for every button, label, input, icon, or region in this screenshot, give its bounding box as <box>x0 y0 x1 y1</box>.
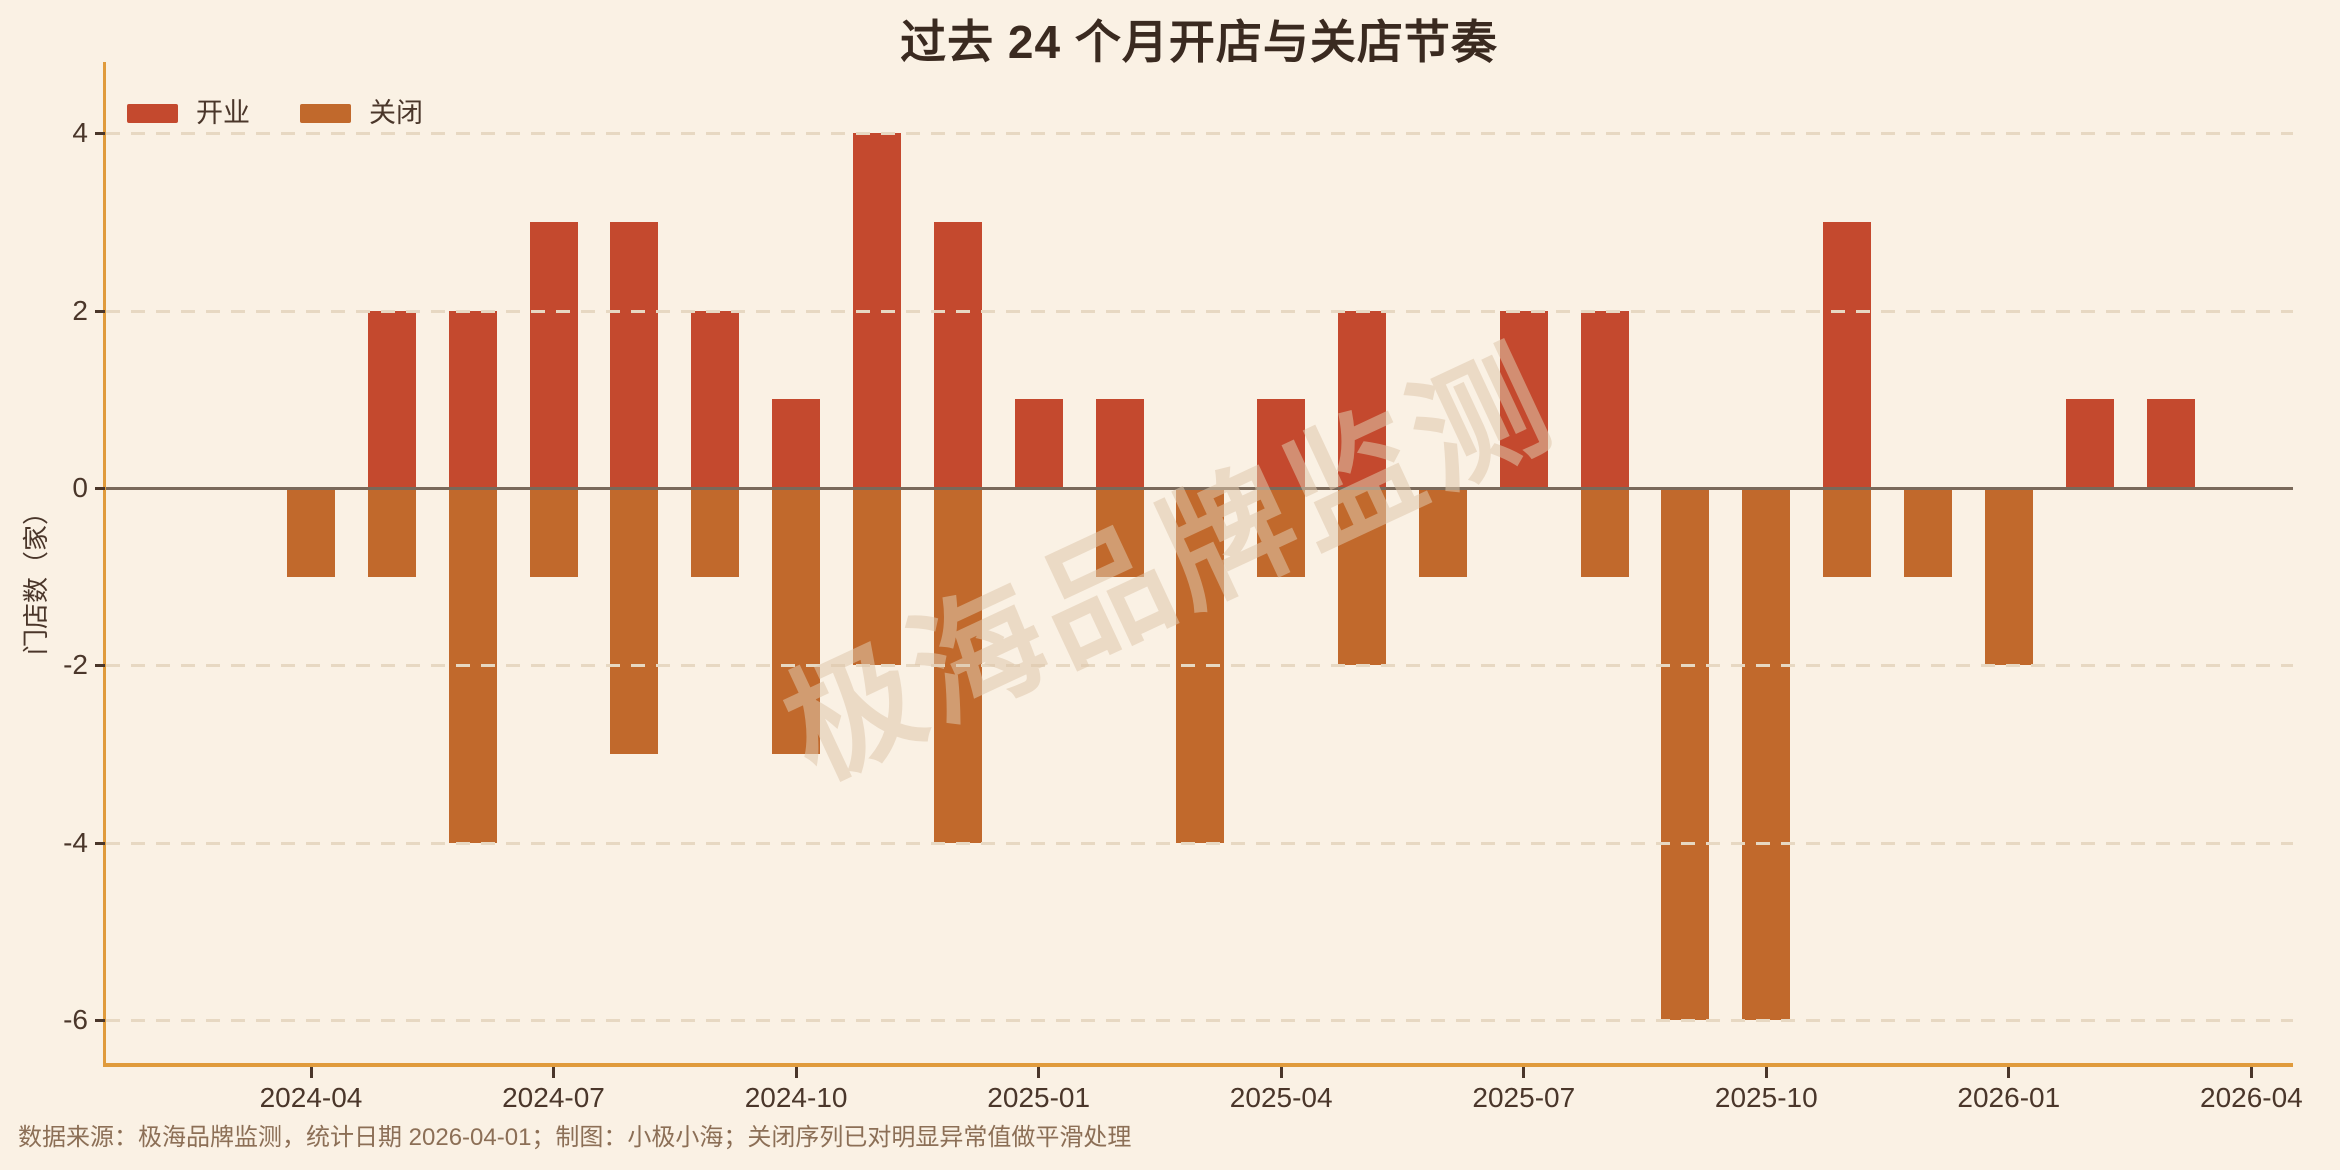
x-tick-mark <box>1764 1067 1768 1078</box>
y-tick-label: 2 <box>72 294 88 326</box>
bar-open-2026-02 <box>2065 399 2114 488</box>
x-tick-label: 2024-10 <box>744 1082 848 1113</box>
y-tick-mark <box>95 841 105 845</box>
x-tick-label: 2026-04 <box>2200 1082 2303 1113</box>
x-tick-label: 2026-01 <box>1957 1082 2061 1113</box>
bar-open-2024-12 <box>933 221 982 488</box>
legend-label-close: 关闭 <box>369 98 423 128</box>
gridline--4 <box>106 841 2293 845</box>
x-tick-label: 2025-10 <box>1714 1082 1818 1113</box>
bar-close-2025-02 <box>1095 488 1144 577</box>
x-tick-mark <box>2007 1067 2011 1078</box>
x-tick-label: 2025-01 <box>987 1082 1091 1113</box>
bar-open-2025-05 <box>1338 310 1386 488</box>
y-axis-spine <box>103 62 106 1067</box>
bar-close-2024-07 <box>529 488 578 577</box>
y-tick-label: -6 <box>63 1004 88 1036</box>
bar-open-2025-11 <box>1823 221 1872 488</box>
x-tick-mark <box>794 1067 798 1078</box>
x-tick-mark <box>1522 1067 1526 1078</box>
y-tick-label: 4 <box>72 117 88 149</box>
x-tick-mark <box>1279 1067 1283 1078</box>
y-tick-mark <box>95 487 105 490</box>
zero-line <box>106 487 2293 490</box>
footer-note: 数据来源：极海品牌监测，统计日期 2026-04-01；制图：小极小海；关闭序列… <box>18 1124 1132 1151</box>
bar-close-2025-12 <box>1904 488 1952 577</box>
bar-close-2024-08 <box>610 488 659 755</box>
x-tick-label: 2024-07 <box>502 1082 605 1113</box>
bar-open-2024-06 <box>448 310 497 488</box>
x-tick-mark <box>2249 1067 2253 1078</box>
gridline--2 <box>106 664 2293 668</box>
bar-close-2025-06 <box>1418 488 1467 577</box>
bar-close-2024-09 <box>691 488 740 577</box>
legend-label-open: 开业 <box>196 98 250 128</box>
y-tick-label: -2 <box>63 649 88 681</box>
bar-open-2024-05 <box>367 310 416 488</box>
bar-open-2025-01 <box>1014 399 1063 488</box>
y-tick-label: -4 <box>63 826 88 858</box>
y-tick-mark <box>95 1019 105 1023</box>
bar-close-2025-10 <box>1742 488 1791 1021</box>
legend-swatch-close-icon <box>300 104 351 123</box>
bar-close-2024-04 <box>287 488 335 577</box>
x-axis-spine <box>103 1063 2293 1067</box>
bar-close-2024-05 <box>367 488 416 577</box>
y-tick-mark <box>95 664 105 668</box>
bar-close-2026-01 <box>1984 488 2033 666</box>
bar-open-2024-09 <box>691 310 740 488</box>
gridline--6 <box>106 1019 2293 1023</box>
x-tick-label: 2025-07 <box>1472 1082 1576 1113</box>
legend: 开业 关闭 <box>127 100 423 127</box>
bar-close-2025-05 <box>1338 488 1386 666</box>
legend-item-open: 开业 <box>127 100 250 127</box>
bar-open-2024-07 <box>529 221 578 488</box>
bar-close-2025-08 <box>1580 488 1629 577</box>
x-tick-mark <box>1037 1067 1041 1078</box>
gridline-4 <box>106 132 2293 136</box>
bar-open-2025-07 <box>1499 310 1548 488</box>
bar-open-2024-08 <box>610 221 659 488</box>
bar-open-2025-02 <box>1095 399 1144 488</box>
bar-close-2024-11 <box>852 488 901 666</box>
bar-open-2024-10 <box>772 399 821 488</box>
bar-open-2025-04 <box>1257 399 1306 488</box>
bar-open-2026-03 <box>2146 399 2195 488</box>
bar-close-2025-11 <box>1823 488 1872 577</box>
gridline-2 <box>106 309 2293 313</box>
legend-item-close: 关闭 <box>300 100 423 127</box>
bar-close-2024-10 <box>772 488 821 755</box>
x-tick-mark <box>309 1067 313 1078</box>
x-tick-label: 2024-04 <box>259 1082 363 1113</box>
bar-close-2025-04 <box>1257 488 1306 577</box>
bar-close-2025-09 <box>1661 488 1710 1021</box>
legend-swatch-open-icon <box>127 104 178 123</box>
y-tick-mark <box>95 309 105 313</box>
bar-open-2025-08 <box>1580 310 1629 488</box>
x-tick-mark <box>552 1067 555 1078</box>
chart-title: 过去 24 个月开店与关店节奏 <box>900 16 1498 68</box>
x-tick-label: 2025-04 <box>1229 1082 1333 1113</box>
y-tick-mark <box>95 132 105 136</box>
y-tick-label: 0 <box>72 472 88 503</box>
